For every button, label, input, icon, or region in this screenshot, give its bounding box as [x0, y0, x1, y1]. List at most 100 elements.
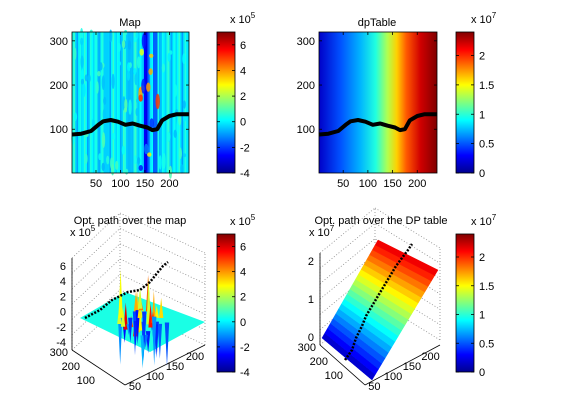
- map-y-tick-label: 200: [50, 80, 68, 92]
- dptable-3d-z-tick-label: 1: [308, 294, 314, 306]
- map-feature: [73, 47, 77, 60]
- dptable-3d-x-axis: [364, 344, 441, 386]
- map-feature: [122, 40, 126, 49]
- map-colorbar: x 105 -4 -2 0 2 4 6: [216, 11, 256, 180]
- map-column: [169, 32, 172, 173]
- map-3d-x-tick-label: 50: [129, 381, 141, 393]
- colorbar-tick-label: 2: [479, 252, 485, 264]
- map-feature: [117, 61, 121, 66]
- map-column: [154, 32, 157, 173]
- map-column: [148, 32, 151, 173]
- map-column: [177, 32, 179, 173]
- map-column: [145, 32, 148, 173]
- map-feature: [182, 100, 186, 109]
- map-3d-x-tick-label: 150: [166, 361, 184, 373]
- map-3d-z-tick-label: -2: [56, 322, 66, 334]
- dptable-image: [319, 32, 437, 173]
- map-x-tick-label: 200: [160, 178, 178, 190]
- map-feature: [167, 52, 171, 62]
- map-feature: [168, 165, 173, 179]
- dptable-colorbar-exponent: x 107: [471, 11, 497, 26]
- map-column: [127, 32, 130, 173]
- map-title: Map: [119, 17, 140, 29]
- dptable-3d-surface: [321, 239, 439, 381]
- dptable-3d-y-axis: [319, 344, 366, 386]
- map-image: [71, 28, 190, 179]
- map-feature: [111, 164, 115, 176]
- panel-dptable: dpTable 50 100 150 200 100 200 300: [297, 17, 438, 190]
- dptable-3d-surface-band: [374, 239, 439, 276]
- map-optimal-path: [71, 112, 189, 137]
- map-column: [88, 32, 91, 173]
- colorbar-tick-label: -4: [240, 168, 250, 180]
- map-column: [111, 32, 113, 173]
- dptable-3d-title: Opt. path over the DP table: [314, 215, 447, 227]
- map-feature: [135, 107, 139, 117]
- map-column: [109, 32, 112, 173]
- map-3d-spike: [158, 297, 164, 319]
- map-3d-surface: [80, 261, 205, 369]
- map-feature: [133, 155, 137, 165]
- colorbar-tick-label: -4: [240, 367, 250, 379]
- map-feature: [161, 63, 165, 73]
- dptable-x-tick-label: 100: [359, 178, 377, 190]
- dptable-3d-x-tick-label: 50: [368, 381, 380, 393]
- map-column: [118, 32, 121, 173]
- map-feature: [84, 153, 88, 164]
- dptable-x-tick-label: 150: [383, 178, 401, 190]
- dptable-x-tick-label: 50: [337, 178, 349, 190]
- dptable-3d-y-tick-label: 200: [310, 356, 328, 368]
- map-3d-spike: [137, 287, 143, 309]
- map-column: [90, 32, 92, 173]
- dptable-colorbar-gradient: [455, 31, 475, 174]
- map-feature: [141, 33, 147, 49]
- map-3d-spike: [151, 316, 157, 366]
- map-feature: [102, 132, 106, 148]
- map-colorbar-gradient: [216, 31, 236, 174]
- colorbar-tick-label: 0: [240, 117, 246, 129]
- dptable-3d-box-edge: [374, 207, 441, 249]
- map-feature: [80, 55, 84, 68]
- colorbar-tick-label: 0: [479, 367, 485, 379]
- dptable-3d-x-tick-label: 200: [421, 351, 439, 363]
- map-column: [151, 32, 154, 173]
- map-feature: [112, 132, 116, 140]
- map-column: [115, 32, 118, 173]
- map-column: [138, 32, 140, 173]
- dptable-3d-z-exponent: x 107: [309, 224, 335, 239]
- dptable-y-tick-label: 300: [297, 36, 315, 48]
- map-column: [91, 32, 94, 173]
- map-column: [174, 32, 176, 173]
- map-axes-box: [71, 31, 190, 174]
- map-feature: [162, 153, 166, 169]
- dptable-optimal-path: [318, 112, 437, 137]
- map-column: [160, 32, 163, 173]
- map-3d-colorbar-ticks: -4 -2 0 2 4 6: [217, 242, 250, 379]
- map-3d-z-tick-label: 4: [60, 276, 66, 288]
- map-column: [99, 32, 101, 173]
- map-feature: [141, 78, 146, 94]
- map-feature: [126, 70, 131, 81]
- map-column: [78, 32, 80, 173]
- colorbar-tick-label: 1: [479, 109, 485, 121]
- dptable-colorbar: x 107 0 0.5 1 1.5 2: [455, 11, 497, 180]
- dptable-y-tick-label: 200: [297, 80, 315, 92]
- map-feature: [80, 37, 84, 46]
- map-column: [108, 32, 110, 173]
- map-feature: [80, 78, 85, 85]
- map-column: [72, 32, 74, 173]
- colorbar-tick-label: 6: [240, 40, 246, 52]
- panel-map: Map 50 100 150 200 100 200 300: [50, 17, 190, 190]
- colorbar-tick-label: 4: [240, 267, 246, 279]
- map-3d-z-tick-label: 2: [60, 291, 66, 303]
- map-feature: [149, 118, 154, 129]
- map-column: [94, 32, 97, 173]
- map-3d-spike: [133, 290, 139, 312]
- map-3d-colorbar-exponent: x 105: [230, 213, 256, 228]
- map-feature: [167, 131, 171, 142]
- map-column: [147, 32, 149, 173]
- map-3d-z-exponent: x 105: [70, 224, 96, 239]
